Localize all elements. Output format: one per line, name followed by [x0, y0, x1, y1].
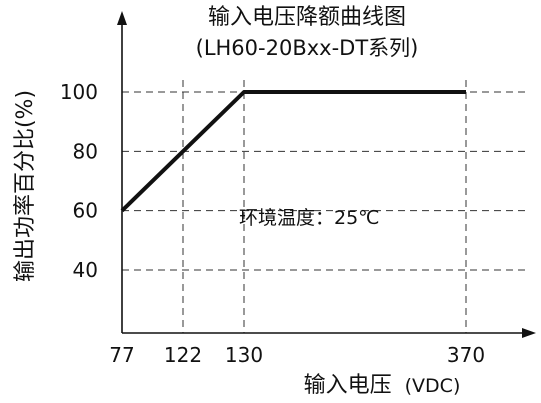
series-line: [120, 90, 466, 213]
y-tick-label: 100: [60, 80, 98, 104]
x-tick-label: 130: [225, 343, 263, 367]
x-tick-label: 370: [447, 343, 485, 367]
x-axis-unit: (VDC): [405, 375, 461, 397]
y-tick-labels: 40 60 80 100: [60, 80, 98, 282]
y-tick-label: 60: [73, 199, 98, 223]
chart-title: 输入电压降额曲线图: [208, 5, 406, 30]
x-tick-label: 122: [164, 343, 202, 367]
y-axis-arrow: [117, 11, 127, 25]
ambient-temperature-note: 环境温度：25℃: [239, 207, 380, 229]
chart-subtitle: (LH60-20Bxx-DT系列): [196, 36, 419, 60]
x-tick-labels: 77 122 130 370: [109, 343, 485, 367]
x-axis-arrow: [522, 328, 536, 338]
x-axis-label-text: 输入电压: [304, 373, 392, 398]
x-tick-label: 77: [109, 343, 134, 367]
x-axis-label: 输入电压 (VDC): [304, 373, 461, 398]
y-axis-label: 输出功率百分比(%): [13, 90, 38, 282]
y-tick-label: 40: [73, 258, 98, 282]
y-tick-label: 80: [73, 139, 98, 163]
axes: [117, 11, 536, 338]
